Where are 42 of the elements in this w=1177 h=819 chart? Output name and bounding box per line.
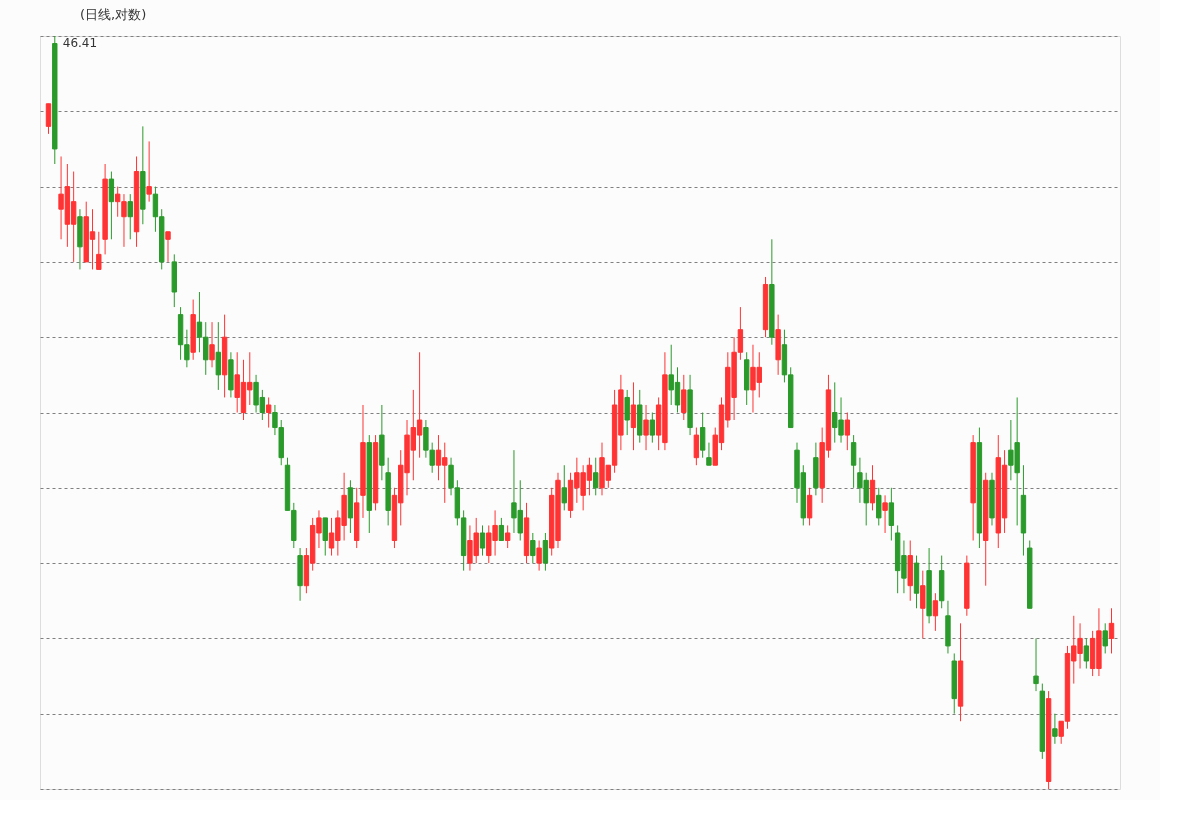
candlestick: [681, 374, 687, 421]
candlestick: [215, 321, 222, 391]
candlestick: [209, 321, 215, 368]
candlestick: [876, 487, 882, 526]
chart-title: (日线,对数): [80, 6, 147, 22]
candlestick: [504, 524, 511, 549]
candlestick: [706, 442, 712, 466]
candlestick: [146, 140, 152, 203]
candlestick: [693, 427, 700, 466]
candlestick: [561, 464, 567, 511]
candlestick: [932, 592, 939, 632]
candlestick: [593, 457, 599, 496]
candlestick: [699, 412, 706, 459]
candlestick: [643, 404, 649, 451]
candlestick: [1102, 622, 1108, 654]
candlestick: [536, 540, 542, 572]
candlestick: [630, 381, 637, 451]
candlestick: [498, 517, 505, 542]
candlestick: [265, 396, 272, 429]
candlestick: [322, 517, 328, 557]
candlestick: [542, 532, 549, 572]
candlestick: [869, 464, 876, 511]
candlestick: [108, 171, 115, 240]
candlestick: [127, 193, 133, 240]
candlestick: [844, 412, 851, 451]
candlestick: [1052, 713, 1058, 745]
candlestick: [920, 570, 926, 639]
candlestick: [888, 487, 895, 542]
candlestick: [850, 434, 857, 489]
candlestick: [1108, 607, 1115, 654]
annotation: 46.41: [62, 36, 98, 50]
candlestick: [649, 412, 656, 444]
candlestick: [165, 231, 171, 263]
candlestick: [45, 103, 52, 135]
candlestick: [479, 524, 486, 557]
candlestick: [806, 487, 813, 526]
candlestick: [624, 389, 630, 436]
candlestick: [1033, 637, 1039, 692]
candlestick: [530, 532, 536, 564]
candlestick: [96, 231, 102, 270]
candlestick: [882, 494, 888, 534]
candlestick: [1083, 637, 1090, 670]
